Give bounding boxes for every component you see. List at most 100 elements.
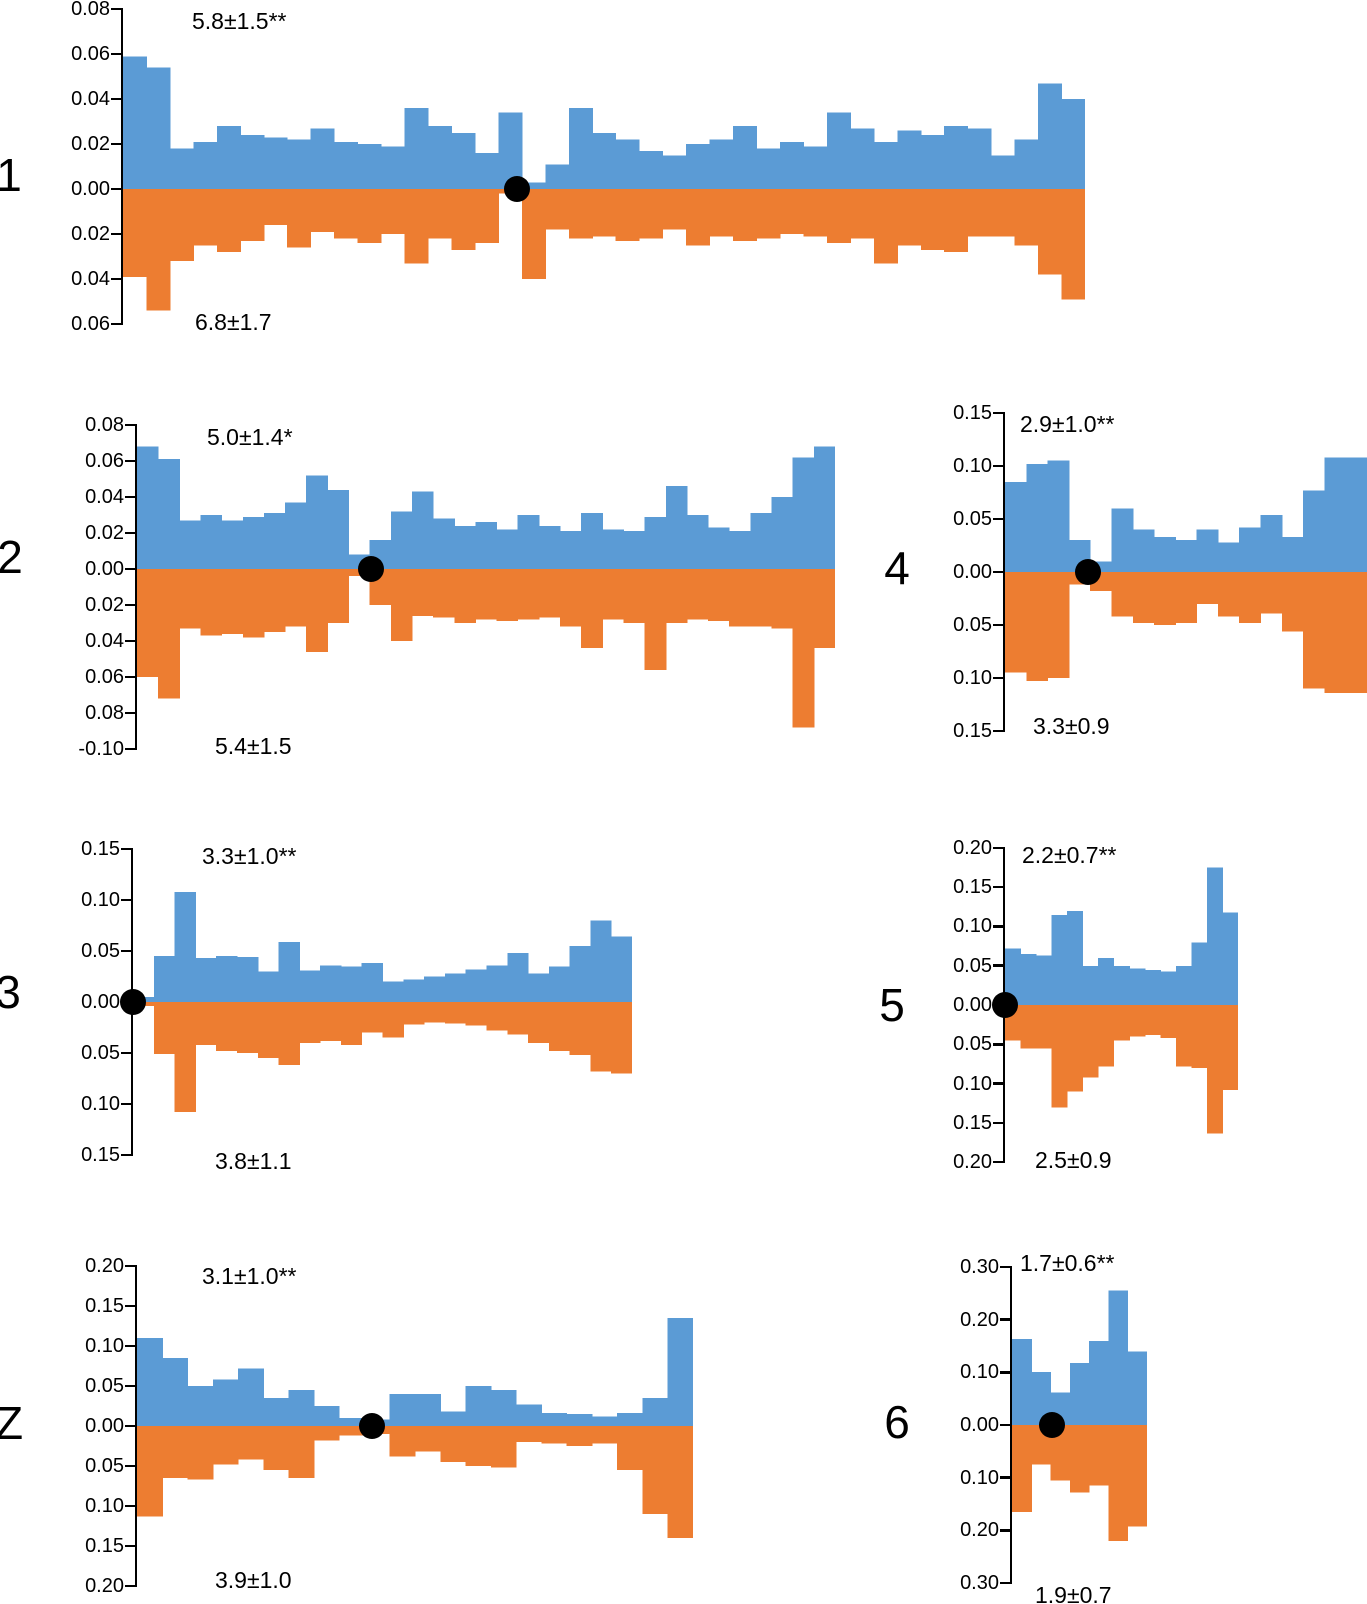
- bar-down: [339, 1426, 365, 1436]
- y-tick: [1000, 1476, 1012, 1479]
- bar-down: [195, 1002, 217, 1045]
- bar-down: [1026, 572, 1049, 682]
- chart-2-row-label: 2: [0, 531, 23, 583]
- y-tick-label: 0.00: [85, 1415, 124, 1437]
- bar-down: [133, 1002, 155, 1007]
- y-tick-label: 0.00: [71, 178, 110, 200]
- bar-up: [465, 969, 487, 1002]
- y-tick: [993, 1160, 1005, 1164]
- bar-up: [642, 1398, 669, 1426]
- y-tick: [125, 1544, 137, 1548]
- chart-Z-bars-plot: [137, 1318, 693, 1538]
- bar-down: [263, 569, 286, 632]
- y-tick: [125, 1384, 137, 1388]
- bar-down: [1051, 1004, 1068, 1108]
- y-tick: [993, 729, 1005, 733]
- bar-up: [310, 128, 335, 189]
- y-tick-label: 0.10: [953, 1072, 992, 1095]
- bar-down: [507, 1002, 529, 1035]
- bar-down: [1036, 1004, 1053, 1049]
- bar-down: [327, 569, 350, 623]
- bar-up: [415, 1394, 441, 1426]
- bar-up: [521, 182, 546, 189]
- chart-6-y-axis: [1009, 1266, 1012, 1584]
- bar-down: [560, 569, 582, 627]
- y-tick: [125, 1504, 137, 1508]
- bar-down: [389, 1426, 416, 1457]
- bar-up: [263, 1398, 290, 1426]
- bar-up: [1217, 542, 1240, 572]
- bar-up: [1154, 537, 1176, 572]
- bar-up: [1303, 490, 1325, 572]
- y-tick-label: 0.02: [85, 594, 124, 616]
- y-tick-label: 0.04: [71, 88, 110, 110]
- bar-up: [568, 108, 593, 189]
- y-tick-label: 0.08: [85, 414, 124, 436]
- bar-up: [339, 1418, 365, 1426]
- chart-2-y-axis: [134, 425, 137, 749]
- bar-down: [611, 1002, 632, 1074]
- y-tick: [125, 1304, 137, 1308]
- bar-down: [221, 569, 244, 634]
- bar-down: [1260, 572, 1283, 614]
- bar-up: [566, 1414, 593, 1426]
- bar-down: [771, 569, 794, 629]
- bar-down: [1160, 1004, 1177, 1039]
- y-tick: [993, 411, 1005, 415]
- bar-up: [826, 112, 851, 189]
- bar-up: [1082, 965, 1099, 1005]
- bar-down: [440, 1426, 467, 1462]
- y-tick: [121, 1153, 133, 1157]
- bar-up: [369, 540, 392, 569]
- y-tick-label: 0.30: [960, 1255, 999, 1278]
- y-tick-label: 0.20: [85, 1575, 124, 1597]
- bar-up: [733, 126, 758, 189]
- y-tick: [125, 1344, 137, 1348]
- bar-down: [1031, 1424, 1052, 1465]
- bar-down: [451, 189, 476, 250]
- y-tick: [993, 964, 1005, 967]
- bar-up: [475, 522, 498, 569]
- bar-down: [216, 1002, 238, 1051]
- bar-up: [803, 146, 828, 189]
- y-tick: [125, 711, 137, 715]
- bar-up: [591, 1416, 618, 1426]
- y-tick: [125, 531, 137, 535]
- y-tick-label: 0.05: [81, 940, 120, 962]
- y-tick-label: 0.05: [85, 1375, 124, 1397]
- chart-3-annotation-top: 3.3±1.0**: [202, 843, 297, 869]
- bar-down: [382, 1002, 404, 1038]
- bar-down: [1061, 189, 1085, 300]
- bar-up: [1111, 508, 1134, 572]
- bar-down: [137, 569, 159, 677]
- y-tick-label: 0.00: [81, 991, 120, 1013]
- bar-up: [850, 128, 875, 189]
- bar-down: [686, 569, 709, 620]
- y-tick-label: 0.15: [953, 402, 992, 424]
- bar-up: [709, 139, 734, 189]
- y-tick: [121, 949, 133, 953]
- y-tick: [111, 52, 123, 56]
- bar-up: [1050, 1392, 1071, 1425]
- bar-down: [454, 569, 476, 623]
- bar-down: [1068, 572, 1091, 585]
- chart-1-annotation-top: 5.8±1.5**: [192, 8, 287, 34]
- y-tick-label: 0.05: [81, 1042, 120, 1064]
- chart-6-annotation-bottom: 1.9±0.7: [1035, 1582, 1112, 1604]
- y-tick-label: 0.10: [85, 1335, 124, 1357]
- bar-up: [873, 141, 898, 189]
- y-tick-label: 0.15: [953, 876, 992, 899]
- bar-up: [667, 1318, 693, 1426]
- bar-down: [756, 189, 781, 239]
- chart-5-row-label: 5: [879, 979, 905, 1031]
- chart-3-row-label: 3: [0, 966, 21, 1018]
- y-tick: [111, 142, 123, 146]
- bar-up: [454, 525, 476, 569]
- bar-down: [263, 1426, 290, 1470]
- y-tick: [993, 517, 1005, 521]
- y-tick: [993, 570, 1005, 574]
